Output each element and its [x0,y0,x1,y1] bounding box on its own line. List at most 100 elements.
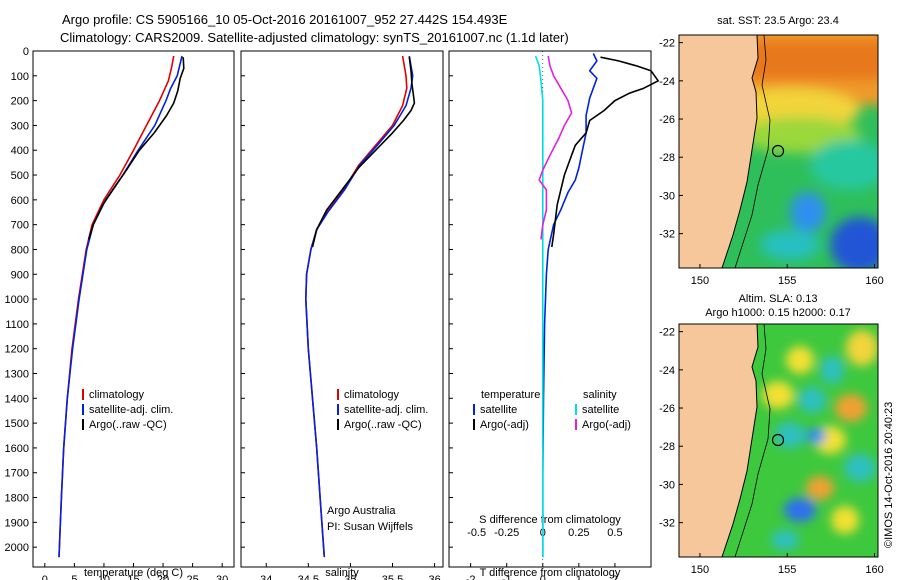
legend-label: Argo(..raw -QC) [89,419,167,431]
series-line-temperature-satellite [541,53,598,558]
sla-map-axes: 150 155 160 -22 -24 -26 -28 -30 -32 [659,327,884,576]
x-tick-label: 34.5 [298,574,319,580]
legend-label: Argo(..raw -QC) [344,419,422,431]
sla-land [679,324,759,557]
x-tick-label: 35.5 [382,574,403,580]
salinity-tick-label: -0.25 [494,527,519,539]
series-line-temperature-argo [551,56,660,248]
y-tick-label: 0 [23,46,29,58]
map-y-tick-label: -32 [659,518,675,530]
salinity-axis-label: S difference from climatology [479,514,621,526]
map-y-tick-label: -22 [659,327,675,339]
x-tick-label: 30 [216,574,228,580]
x-tick-label: 0 [42,574,48,580]
x-tick-label: 0 [540,574,546,580]
sst-shelf-contour [734,35,771,268]
sla-map-title: Altim. SLA: 0.13 [739,293,818,305]
map-y-tick-label: -22 [659,38,675,50]
y-tick-label: 1300 [5,369,29,381]
series-line-salinity-satellite [534,55,544,558]
legend-label: Argo(-adj) [582,419,631,431]
y-tick-label: 1500 [5,418,29,430]
sla-argo-marker [771,433,785,447]
sla-map-panel: Altim. SLA: 0.13 Argo h1000: 0.15 h2000:… [659,293,884,576]
x-tick-label: -2 [466,574,476,580]
plot-frame [32,50,235,568]
x-tick-label: 15 [127,574,139,580]
legend-label: climatology [344,389,400,401]
y-tick-label: 1200 [5,344,29,356]
map-y-tick-label: -32 [659,229,675,241]
annotation-line: Argo Australia [327,505,396,517]
legend-label: Argo(-adj) [480,419,529,431]
x-axis-label: salinity [325,567,359,579]
map-x-tick-label: 160 [865,275,883,287]
y-tick-label: 2000 [5,542,29,554]
sst-land [679,35,759,268]
y-tick-label: 100 [11,71,29,83]
x-axis-label: temperature (deg C) [84,567,183,579]
series-line-argo [87,57,185,240]
map-x-tick-label: 155 [778,564,796,576]
sst-argo-marker [771,144,785,158]
annotation-line: PI: Susan Wijffels [327,521,413,533]
temperature-panel: 0 5 10 15 20 25 300100200300400500600700800900… [5,46,235,580]
sst-map-frame [678,34,879,269]
legend-label: satellite [480,404,517,416]
map-y-tick-label: -28 [659,152,675,164]
y-tick-label: 1100 [5,319,29,331]
map-y-tick-label: -28 [659,441,675,453]
x-axis-label: T difference from climatology [480,567,621,579]
y-tick-label: 1900 [5,517,29,529]
x-tick-label: 2 [612,574,618,580]
y-tick-label: 500 [11,170,29,182]
imos-credit: ©IMOS 14-Oct-2016 20:40:23 [883,402,895,548]
sst-map-axes: 150 155 160 -22 -24 -26 -28 -30 -32 [659,38,884,287]
sst-map-title: sat. SST: 23.5 Argo: 23.4 [717,15,839,27]
x-tick-label: 25 [186,574,198,580]
map-y-tick-label: -24 [659,76,675,88]
y-tick-label: 300 [11,120,29,132]
x-tick-label: 10 [98,574,110,580]
y-tick-label: 1000 [5,294,29,306]
plot-frame [240,50,444,568]
y-tick-label: 400 [11,145,29,157]
y-tick-label: 600 [11,195,29,207]
y-tick-label: 1600 [5,443,29,455]
x-tick-label: 35 [344,574,356,580]
plot-frame [448,50,652,568]
sst-map-panel: sat. SST: 23.5 Argo: 23.4 150 155 160 -22 -2… [659,15,884,287]
series-line-argo [311,57,416,248]
x-tick-label: -1 [502,574,512,580]
map-y-tick-label: -26 [659,403,675,415]
y-tick-label: 200 [11,96,29,108]
map-y-tick-label: -26 [659,114,675,126]
y-tick-label: 1700 [5,468,29,480]
map-x-tick-label: 160 [865,564,883,576]
sla-map-frame [678,323,879,558]
sla-shelf-contour [734,324,771,557]
series-line-satellite [304,55,414,558]
legend-label: satellite [582,404,619,416]
map-y-tick-label: -24 [659,365,675,377]
x-tick-label: 34 [260,574,272,580]
x-tick-label: 36 [428,574,440,580]
salinity-tick-label: -0.5 [467,527,486,539]
y-tick-label: 900 [11,269,29,281]
salinity-tick-label: 0.25 [568,527,589,539]
x-tick-label: 20 [157,574,169,580]
y-tick-label: 700 [11,220,29,232]
map-y-tick-label: -30 [659,190,675,202]
difference-panel: -2 -1 0 1 2T difference from climatology -0.5… [448,50,660,580]
x-tick-label: 1 [576,574,582,580]
legend-label: satellite-adj. clim. [89,404,173,416]
map-x-tick-label: 155 [778,275,796,287]
map-x-tick-label: 150 [691,275,709,287]
legend-label: satellite-adj. clim. [344,404,428,416]
figure-title-line1: Argo profile: CS 5905166_10 05-Oct-2016 … [62,12,508,27]
x-tick-label: 5 [71,574,77,580]
sla-map-subtitle: Argo h1000: 0.15 h2000: 0.17 [705,307,851,319]
y-tick-label: 800 [11,244,29,256]
legend-label: climatology [89,389,145,401]
legend-title: temperature [481,389,540,401]
